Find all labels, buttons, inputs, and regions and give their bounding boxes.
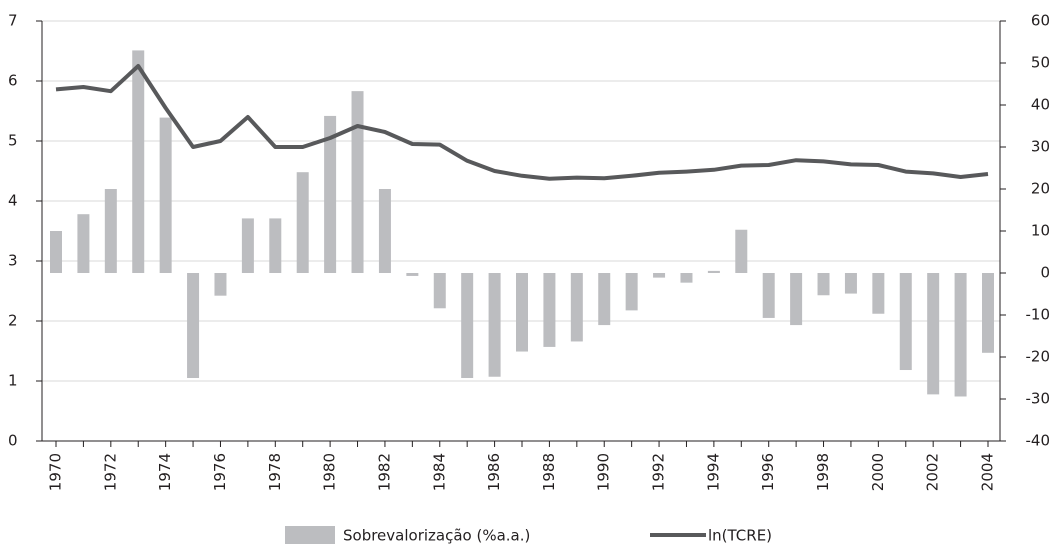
bar — [543, 273, 556, 347]
legend-label: ln(TCRE) — [708, 527, 772, 545]
x-tick-label: 1976 — [211, 453, 229, 491]
bar — [324, 115, 337, 273]
y-tick-label: 5 — [8, 132, 18, 150]
y-tick-label: 0 — [8, 432, 18, 450]
x-tick-label: 2002 — [924, 453, 942, 491]
bar — [351, 91, 364, 273]
bar — [50, 231, 62, 273]
x-tick-label: 1982 — [375, 453, 393, 491]
bar — [653, 273, 666, 278]
bar — [844, 273, 857, 294]
x-tick-label: 1996 — [759, 453, 777, 491]
bar — [735, 229, 748, 273]
y-tick-label: 7 — [8, 12, 18, 30]
bar — [296, 172, 309, 273]
x-tick-label: 2004 — [979, 453, 997, 491]
y2-tick-label: 0 — [1040, 264, 1050, 282]
bar — [378, 189, 391, 273]
x-tick-label: 1972 — [101, 453, 119, 491]
bar — [762, 273, 775, 318]
bar — [680, 273, 693, 283]
y-tick-label: 2 — [8, 312, 18, 330]
y2-tick-label: -40 — [1026, 432, 1051, 450]
bar — [187, 273, 200, 378]
x-tick-label: 1992 — [650, 453, 668, 491]
line — [55, 64, 989, 181]
y-tick-label: 6 — [8, 72, 18, 90]
y2-tick-label: 40 — [1031, 96, 1050, 114]
bar — [516, 273, 528, 352]
x-tick-label: 1984 — [430, 453, 448, 491]
y-tick-label: 4 — [8, 192, 18, 210]
bar — [625, 273, 638, 311]
y-tick-label: 3 — [8, 252, 18, 270]
bar — [104, 189, 117, 273]
y2-tick-label: -30 — [1026, 390, 1051, 408]
bar — [927, 273, 940, 395]
x-tick-label: 1990 — [595, 453, 613, 491]
bar — [77, 214, 90, 273]
x-tick-label: 2000 — [869, 453, 887, 491]
bar — [817, 273, 830, 296]
x-tick-label: 1986 — [485, 453, 503, 491]
bar — [488, 273, 501, 377]
x-tick-label: 1998 — [814, 453, 832, 491]
bar — [899, 273, 912, 371]
bar — [406, 273, 419, 276]
y2-tick-label: -10 — [1026, 306, 1051, 324]
y2-tick-label: 30 — [1031, 138, 1050, 156]
bar — [269, 218, 282, 273]
bar — [132, 50, 145, 274]
y2-tick-label: 10 — [1031, 222, 1050, 240]
bar — [214, 273, 227, 296]
bar — [570, 273, 583, 342]
bar — [433, 273, 446, 309]
x-tick-label: 1980 — [321, 453, 339, 491]
legend-swatch — [285, 526, 335, 544]
x-tick-label: 1988 — [540, 453, 558, 491]
bar — [954, 273, 967, 397]
y2-tick-label: -20 — [1026, 348, 1051, 366]
bar — [159, 117, 172, 273]
x-tick-label: 1994 — [704, 453, 722, 491]
y2-tick-label: 60 — [1031, 12, 1050, 30]
y2-tick-label: 50 — [1031, 54, 1050, 72]
x-tick-label: 1970 — [47, 453, 65, 491]
bar — [707, 270, 720, 273]
y2-tick-label: 20 — [1031, 180, 1050, 198]
bar — [790, 273, 803, 326]
bar — [241, 218, 254, 273]
bar — [872, 273, 885, 314]
x-tick-label: 1974 — [156, 453, 174, 491]
y-tick-label: 1 — [8, 372, 18, 390]
x-tick-label: 1978 — [266, 453, 284, 491]
legend-label: Sobrevalorização (%a.a.) — [343, 527, 530, 545]
bar — [982, 273, 994, 353]
bar — [598, 273, 611, 326]
bar — [461, 273, 474, 378]
